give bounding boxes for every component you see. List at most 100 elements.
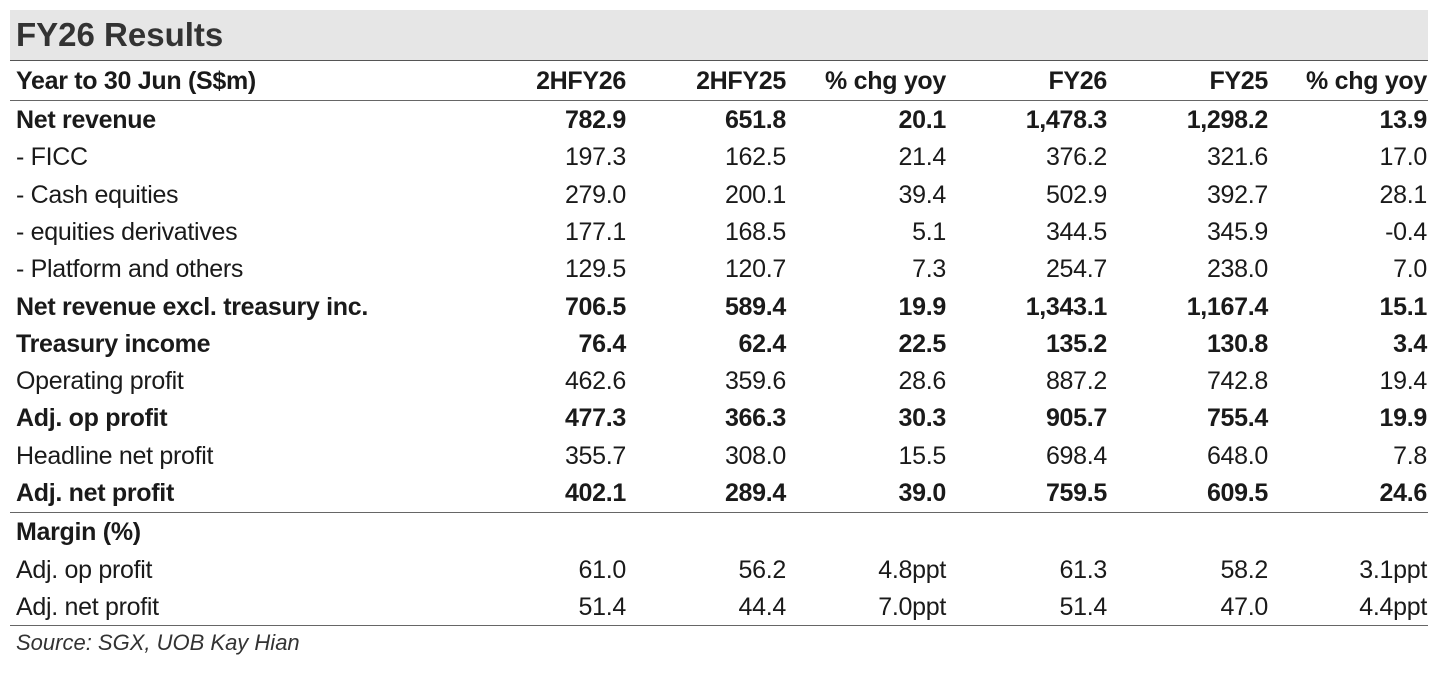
cell-value: 344.5 [1045, 217, 1107, 246]
cell-value: 15.5 [898, 441, 947, 470]
cell-value: 120.7 [724, 255, 786, 284]
cell-value: -0.4 [1385, 217, 1427, 246]
cell-value: 905.7 [1045, 404, 1107, 433]
source: Source: SGX, UOB Kay Hian [16, 630, 300, 655]
cell-value: 7.8 [1393, 441, 1427, 470]
cell-value: 30.3 [898, 404, 947, 433]
cell-value: 402.1 [564, 479, 626, 507]
row-label: Headline net profit [16, 441, 214, 470]
cell-value: 5.1 [912, 217, 946, 246]
cell-value: 13.9 [1379, 106, 1428, 134]
cell-value: 392.7 [1206, 180, 1268, 209]
cell-value: 200.1 [724, 180, 786, 209]
cell-value: 44.4 [738, 592, 787, 621]
cell-value: 76.4 [578, 329, 627, 358]
cell-value: 589.4 [724, 292, 786, 321]
cell-value: 759.5 [1045, 479, 1107, 507]
header-cell: % chg yoy [1306, 67, 1427, 95]
cell-value: 39.4 [898, 180, 947, 209]
cell-value: 321.6 [1206, 143, 1268, 172]
header-cell: 2HFY26 [536, 67, 626, 95]
row-label: Margin (%) [16, 518, 141, 547]
cell-value: 129.5 [564, 255, 626, 284]
cell-value: 279.0 [564, 180, 626, 209]
title-bar: FY26 Results [10, 10, 1428, 61]
cell-value: 4.8ppt [878, 555, 946, 584]
cell-value: 3.4 [1393, 329, 1427, 358]
cell-value: 20.1 [898, 106, 947, 134]
row-label: Adj. net profit [16, 479, 174, 507]
cell-value: 28.1 [1379, 180, 1428, 209]
cell-value: 289.4 [724, 479, 786, 507]
cell-value: 308.0 [724, 441, 786, 470]
cell-value: 651.8 [724, 106, 786, 134]
cell-value: 17.0 [1379, 143, 1428, 172]
row-label: Adj. op profit [16, 555, 153, 584]
row-label: Adj. op profit [16, 404, 168, 433]
row-label: Net revenue [16, 106, 156, 134]
bottom-rule [10, 625, 1428, 626]
header-cell: 2HFY25 [696, 67, 786, 95]
cell-value: 168.5 [724, 217, 786, 246]
cell-value: 162.5 [724, 143, 786, 172]
row-label: - Platform and others [16, 255, 244, 284]
cell-value: 135.2 [1045, 329, 1107, 358]
cell-value: 359.6 [724, 367, 786, 396]
cell-value: 24.6 [1379, 479, 1428, 507]
cell-value: 742.8 [1206, 367, 1268, 396]
cell-value: 47.0 [1220, 592, 1269, 621]
cell-value: 197.3 [564, 143, 626, 172]
cell-value: 51.4 [1059, 592, 1108, 621]
cell-value: 462.6 [564, 367, 626, 396]
cell-value: 782.9 [564, 106, 626, 134]
cell-value: 177.1 [564, 217, 626, 246]
cell-value: 19.9 [898, 292, 947, 321]
header-cell: % chg yoy [825, 67, 946, 95]
cell-value: 56.2 [738, 555, 787, 584]
cell-value: 39.0 [898, 479, 947, 507]
cell-value: 502.9 [1045, 180, 1107, 209]
row-label: Treasury income [16, 329, 211, 358]
cell-value: 366.3 [724, 404, 786, 433]
cell-value: 648.0 [1206, 441, 1268, 470]
row-label: Net revenue excl. treasury inc. [16, 292, 368, 321]
cell-value: 51.4 [578, 592, 627, 621]
cell-value: 58.2 [1220, 555, 1269, 584]
row-label: Operating profit [16, 367, 184, 396]
cell-value: 1,167.4 [1186, 292, 1269, 321]
cell-value: 477.3 [564, 404, 626, 433]
cell-value: 1,478.3 [1025, 106, 1108, 134]
row-label: - Cash equities [16, 180, 179, 209]
row-label: - FICC [16, 143, 88, 172]
cell-value: 609.5 [1206, 479, 1268, 507]
cell-value: 355.7 [564, 441, 626, 470]
cell-value: 755.4 [1206, 404, 1268, 433]
cell-value: 698.4 [1045, 441, 1107, 470]
header-cell: FY25 [1209, 67, 1268, 95]
cell-value: 61.0 [578, 555, 627, 584]
cell-value: 7.0 [1393, 255, 1427, 284]
cell-value: 1,343.1 [1025, 292, 1108, 321]
cell-value: 19.4 [1379, 367, 1428, 396]
cell-value: 345.9 [1206, 217, 1268, 246]
row-label: Adj. net profit [16, 592, 159, 621]
cell-value: 7.3 [912, 255, 946, 284]
header-rule [10, 100, 1428, 101]
cell-value: 3.1ppt [1359, 555, 1427, 584]
cell-value: 376.2 [1045, 143, 1107, 172]
title: FY26 Results [16, 16, 224, 53]
cell-value: 887.2 [1045, 367, 1107, 396]
header-cell: FY26 [1048, 67, 1107, 95]
cell-value: 61.3 [1059, 555, 1108, 584]
cell-value: 706.5 [564, 292, 626, 321]
cell-value: 254.7 [1045, 255, 1107, 284]
cell-value: 28.6 [898, 367, 947, 396]
cell-value: 21.4 [898, 143, 947, 172]
cell-value: 1,298.2 [1186, 106, 1269, 134]
row-label: - equities derivatives [16, 217, 238, 246]
cell-value: 22.5 [898, 329, 947, 358]
cell-value: 62.4 [738, 329, 787, 358]
cell-value: 238.0 [1206, 255, 1268, 284]
cell-value: 7.0ppt [878, 592, 946, 621]
